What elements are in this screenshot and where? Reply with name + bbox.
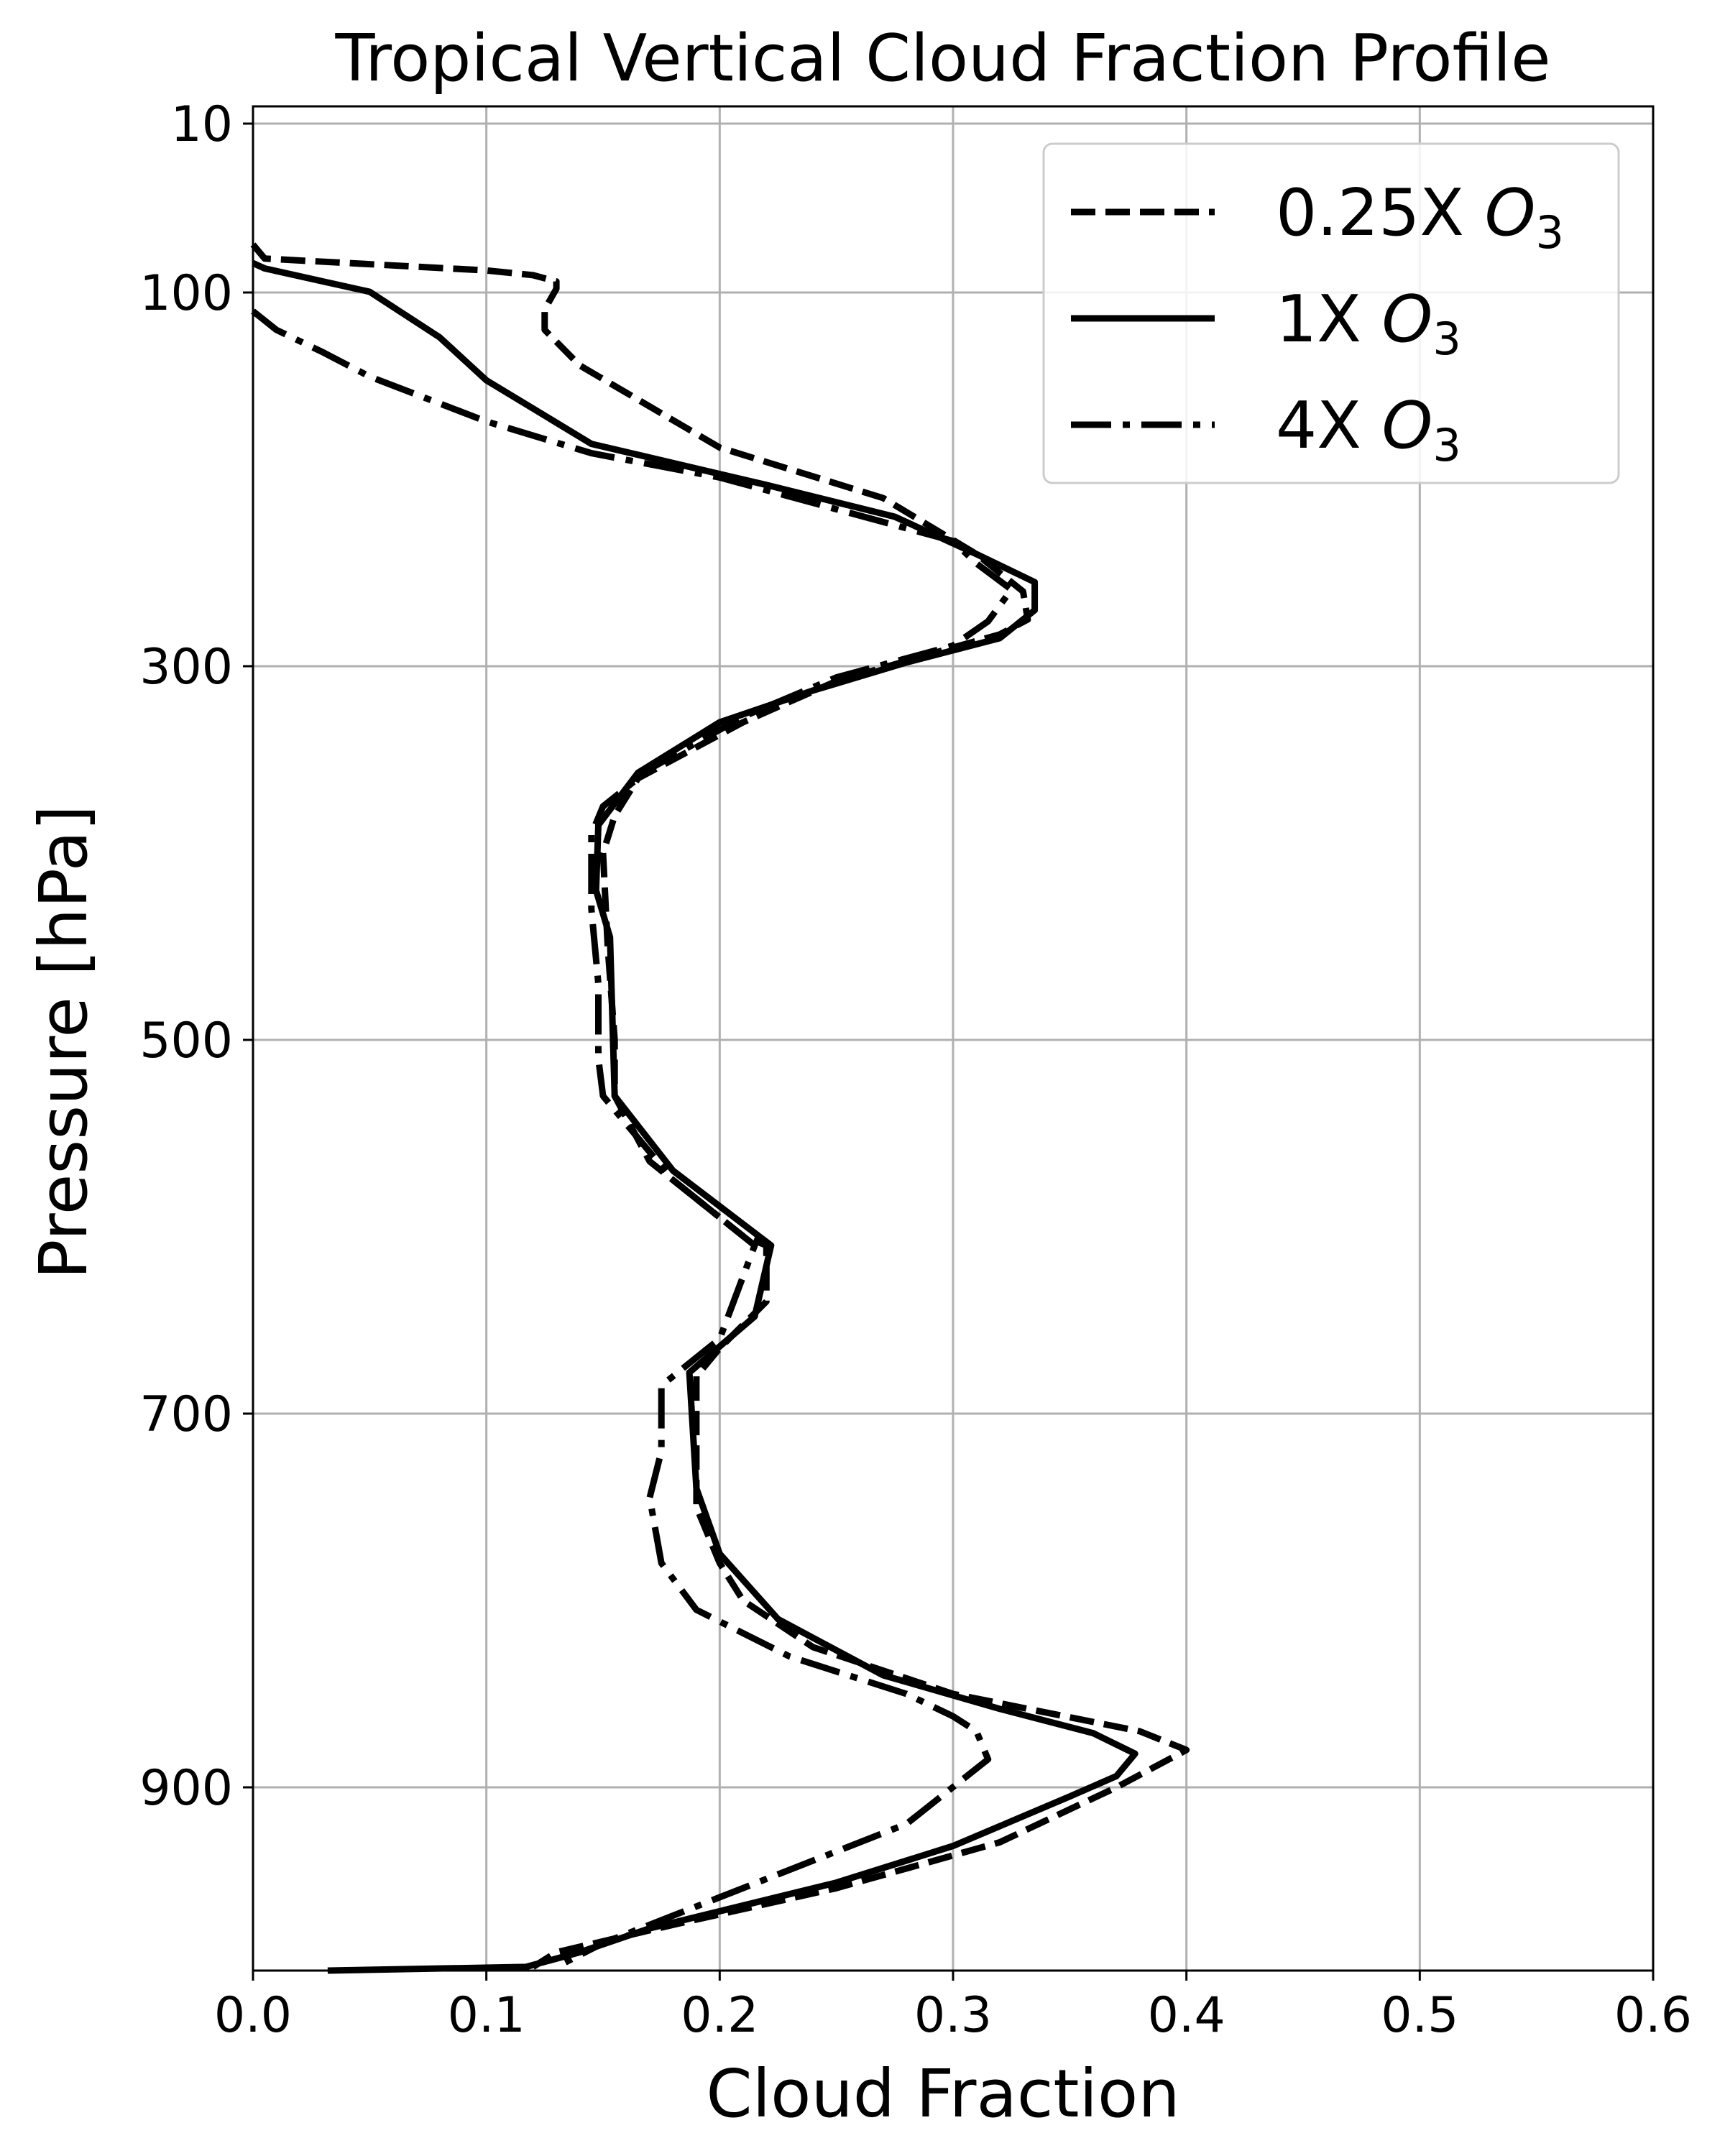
series-line-0 — [250, 242, 1190, 1970]
legend-label-text-1: 1X — [1276, 282, 1382, 357]
x-tick-label-2: 0.2 — [681, 1987, 758, 2044]
legend-label-symbol-2: O — [1382, 388, 1433, 464]
y-axis-label: Pressure [hPa] — [25, 805, 102, 1279]
legend-label-2: 4X O3 — [1276, 388, 1461, 471]
legend-label-subscript-0: 3 — [1536, 206, 1564, 259]
legend-box — [1042, 142, 1620, 484]
y-tick-label-1: 100 — [139, 265, 233, 322]
grid — [252, 106, 1655, 1971]
legend-label-symbol-1: O — [1382, 282, 1433, 357]
y-tick-label-2: 300 — [139, 639, 233, 696]
legend-label-subscript-2: 3 — [1432, 419, 1460, 471]
x-tick-label-4: 0.4 — [1148, 1987, 1225, 2044]
legend-label-1: 1X O3 — [1276, 282, 1461, 365]
y-tick-label-5: 900 — [139, 1760, 233, 1817]
legend-label-text-2: 4X — [1276, 388, 1382, 464]
series-lines — [250, 242, 1190, 1974]
chart-title: Tropical Vertical Cloud Fraction Profile — [334, 21, 1550, 96]
x-tick-label-3: 0.3 — [914, 1987, 992, 2044]
axis-ticks: 0.0 0.1 0.2 0.3 0.4 0.5 0.6 10 100 300 500 700 900 — [139, 96, 1692, 2044]
x-tick-label-5: 0.5 — [1381, 1987, 1458, 2044]
x-axis-label: Cloud Fraction — [706, 2055, 1179, 2132]
y-tick-label-3: 500 — [139, 1013, 233, 1069]
legend-label-text-0: 0.25X — [1276, 175, 1485, 251]
legend-label-0: 0.25X O3 — [1276, 175, 1564, 259]
legend-label-subscript-1: 3 — [1432, 313, 1460, 365]
y-tick-label-4: 700 — [139, 1386, 233, 1443]
legend-label-symbol-0: O — [1485, 175, 1536, 251]
series-line-2 — [251, 308, 1015, 1970]
x-tick-label-0: 0.0 — [214, 1987, 292, 2044]
y-tick-label-0: 10 — [170, 96, 233, 153]
x-tick-label-1: 0.1 — [448, 1987, 525, 2044]
x-tick-label-6: 0.6 — [1614, 1987, 1692, 2044]
series-line-1 — [252, 260, 1138, 1974]
